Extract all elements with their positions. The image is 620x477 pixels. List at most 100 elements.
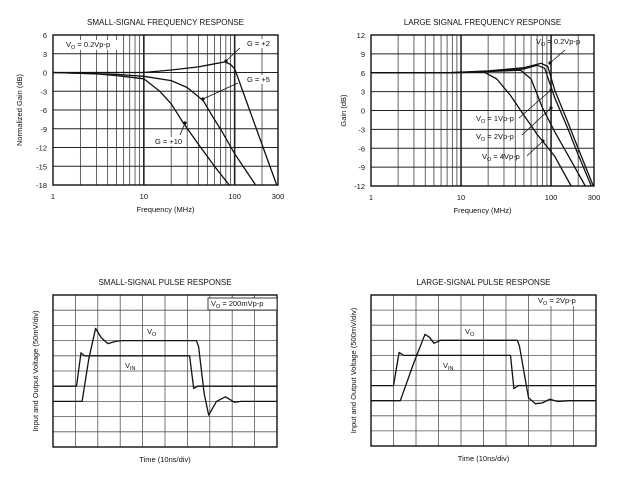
annotation-bg: [246, 75, 276, 84]
series-annotation-subscript: O: [487, 157, 492, 163]
plot-frame: [52, 294, 278, 448]
condition-label-value: = 2Vp-p: [547, 296, 576, 305]
arrowhead-icon: [224, 59, 228, 63]
series-line-o-3: [371, 71, 572, 187]
y-tick-label: 0: [43, 69, 47, 78]
y-tick-label: -6: [358, 144, 365, 153]
series-annotation-value: = 4Vp-p: [491, 152, 520, 161]
series-label: VIN: [443, 361, 454, 372]
arrowhead-icon: [549, 88, 553, 92]
annotation-leader: [521, 107, 552, 136]
y-tick-label: -12: [36, 144, 47, 153]
series-line-2: [52, 71, 230, 186]
series-annotation-subscript: O: [481, 119, 486, 125]
y-tick-label: 12: [357, 31, 365, 40]
chart-title: LARGE SIGNAL FREQUENCY RESPONSE: [404, 18, 561, 27]
series-annotation: G = +10: [155, 137, 182, 146]
grid: [53, 35, 279, 185]
condition-bg: [64, 40, 120, 50]
y-tick-label: 3: [43, 50, 47, 59]
condition-label-value: = 0.2Vp-p: [75, 40, 110, 49]
series-line-o-1: [371, 333, 596, 405]
condition-label: VO = 0.2Vp-p: [66, 40, 110, 51]
y-axis-label: Gain (dB): [339, 94, 348, 127]
condition-label-main: V: [211, 299, 216, 308]
x-tick-label: 300: [272, 192, 285, 201]
y-tick-label: 9: [361, 50, 365, 59]
series-annotation: G = +2: [247, 39, 270, 48]
series-label: VIN: [125, 361, 136, 372]
y-tick-label: -3: [358, 125, 365, 134]
series-annotation-value: = 1Vp-p: [485, 114, 514, 123]
y-tick-label: 3: [361, 88, 365, 97]
x-axis-label: Time (10ns/div): [458, 454, 510, 463]
annotation-leader: [225, 47, 241, 62]
series-label: VO: [465, 327, 475, 338]
chart-2: LARGE SIGNAL FREQUENCY RESPONSE Frequency…: [339, 18, 600, 215]
grid: [371, 35, 595, 186]
y-tick-label: -12: [354, 182, 365, 191]
x-axis-label: Time (10ns/div): [139, 455, 191, 464]
condition-label-subscript: O: [216, 304, 221, 310]
condition-label-main: V: [66, 40, 71, 49]
x-tick-label: 100: [228, 192, 241, 201]
series-annotation-value: = 2Vp-p: [485, 132, 514, 141]
condition-label-subscript: O: [71, 45, 76, 51]
x-tick-label: 1: [369, 193, 373, 202]
y-tick-label: -9: [358, 163, 365, 172]
arrowhead-icon: [183, 121, 187, 125]
plot-frame: [370, 34, 595, 187]
annotation-bg: [154, 137, 184, 146]
y-tick-label: -18: [36, 181, 47, 190]
series-label-main: V: [125, 361, 130, 370]
annotation-leader: [179, 122, 186, 136]
x-axis-label: Frequency (MHz): [137, 205, 195, 214]
condition-label-value: = 200mVp-p: [220, 299, 263, 308]
annotation-leader: [202, 82, 239, 100]
arrowhead-icon: [549, 106, 553, 110]
y-tick-label: -9: [40, 125, 47, 134]
series-label-subscript: O: [152, 332, 157, 338]
series-annotation: G = +5: [247, 75, 270, 84]
series-annotation-subscript: O: [541, 42, 546, 48]
y-tick-label: -15: [36, 162, 47, 171]
chart-3: SMALL-SIGNAL PULSE RESPONSE Time (10ns/di…: [31, 278, 278, 464]
y-tick-label: 6: [361, 69, 365, 78]
series-annotation-main: V: [476, 132, 481, 141]
x-tick-label: 1: [51, 192, 55, 201]
y-axis-label: Input and Output Voltage (500mV/div): [349, 307, 358, 433]
series-annotation-main: V: [536, 37, 541, 46]
series-annotation: VO = 4Vp-p: [482, 152, 520, 163]
condition-box: [207, 297, 278, 311]
series-annotation-main: V: [482, 152, 487, 161]
series-line-o-2: [371, 69, 586, 187]
x-tick-label: 10: [140, 192, 148, 201]
y-tick-label: 6: [43, 31, 47, 40]
series-label-main: V: [147, 327, 152, 336]
arrowhead-icon: [541, 139, 545, 143]
series-line-0: [53, 61, 278, 186]
series-label: VO: [147, 327, 157, 338]
series-annotation-subscript: O: [481, 137, 486, 143]
series-line-in-0: [53, 352, 277, 390]
series-line-in-0: [371, 351, 596, 390]
condition-label-subscript: O: [543, 301, 548, 307]
chart-1: SMALL-SIGNAL FREQUENCY RESPONSE Frequency…: [15, 18, 284, 214]
annotation-leader: [518, 89, 552, 119]
condition-label-main: V: [538, 296, 543, 305]
series-line-o-1: [371, 64, 592, 187]
y-tick-label: -6: [40, 106, 47, 115]
grid: [371, 295, 596, 446]
annotation-leader: [549, 49, 566, 64]
annotation-bg: [246, 39, 276, 48]
condition-label: VO = 2Vp-p: [538, 296, 576, 307]
condition-label: VO = 200mVp-p: [211, 299, 263, 310]
series-label-subscript: IN: [130, 366, 136, 372]
series-annotation: VO = 2Vp-p: [476, 132, 514, 143]
x-tick-label: 100: [545, 193, 558, 202]
chart-4: LARGE-SIGNAL PULSE RESPONSE Time (10ns/di…: [349, 278, 597, 463]
y-axis-label: Input and Output Voltage (50mV/div): [31, 310, 40, 432]
series-label-main: V: [443, 361, 448, 370]
annotation-leader: [526, 140, 544, 157]
